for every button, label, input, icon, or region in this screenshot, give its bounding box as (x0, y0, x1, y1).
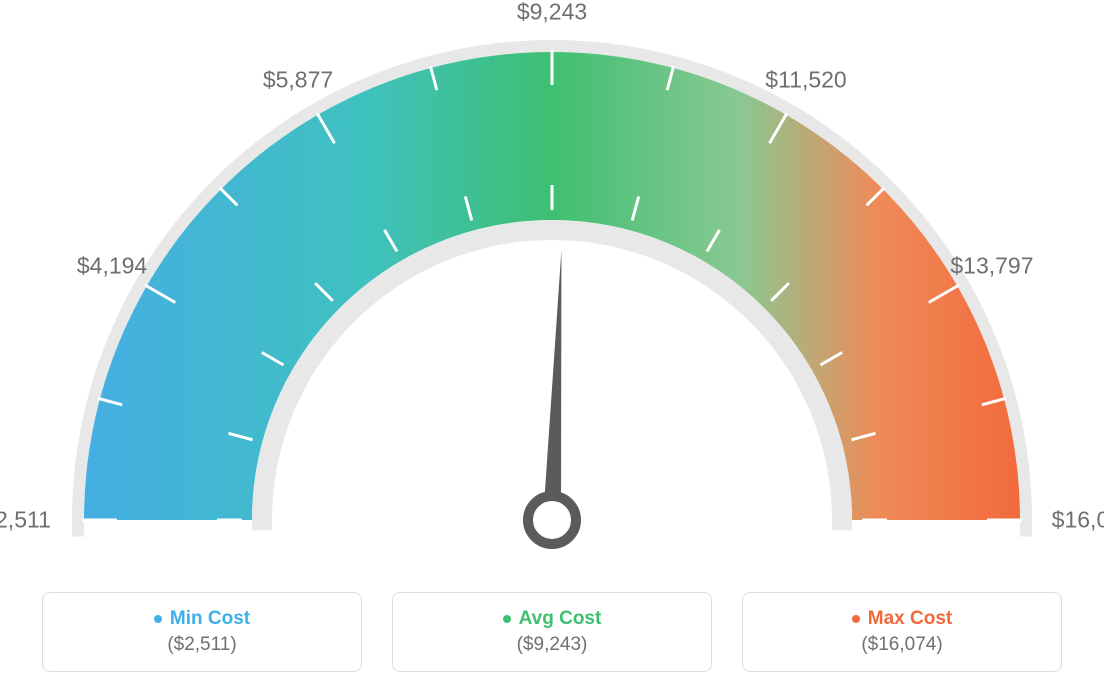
cost-gauge-figure: $2,511 $4,194 $5,877 $9,243 $11,520 $13,797 $1… (0, 0, 1104, 690)
gauge-tick-label: $11,520 (765, 67, 846, 94)
min-cost-label: Min Cost (170, 608, 250, 630)
avg-cost-title: Avg Cost (503, 608, 602, 630)
gauge-tick-label: $5,877 (263, 67, 333, 94)
avg-cost-value: ($9,243) (517, 634, 588, 656)
max-cost-card: Max Cost ($16,074) (742, 592, 1062, 672)
dot-icon (852, 615, 860, 623)
gauge-tick-label: $16,074 (1052, 507, 1104, 534)
min-cost-value: ($2,511) (167, 634, 236, 656)
legend-cards: Min Cost ($2,511) Avg Cost ($9,243) Max … (0, 592, 1104, 672)
min-cost-title: Min Cost (154, 608, 250, 630)
gauge-svg (0, 0, 1104, 560)
gauge-tick-label: $13,797 (950, 253, 1033, 280)
gauge-tick-label: $2,511 (0, 507, 51, 534)
max-cost-title: Max Cost (852, 608, 952, 630)
dot-icon (503, 615, 511, 623)
avg-cost-label: Avg Cost (519, 608, 602, 630)
min-cost-card: Min Cost ($2,511) (42, 592, 362, 672)
gauge-tick-label: $9,243 (517, 0, 587, 26)
gauge-area: $2,511 $4,194 $5,877 $9,243 $11,520 $13,797 $1… (0, 0, 1104, 560)
avg-cost-card: Avg Cost ($9,243) (392, 592, 712, 672)
max-cost-value: ($16,074) (861, 634, 942, 656)
max-cost-label: Max Cost (868, 608, 952, 630)
gauge-tick-label: $4,194 (77, 253, 147, 280)
dot-icon (154, 615, 162, 623)
